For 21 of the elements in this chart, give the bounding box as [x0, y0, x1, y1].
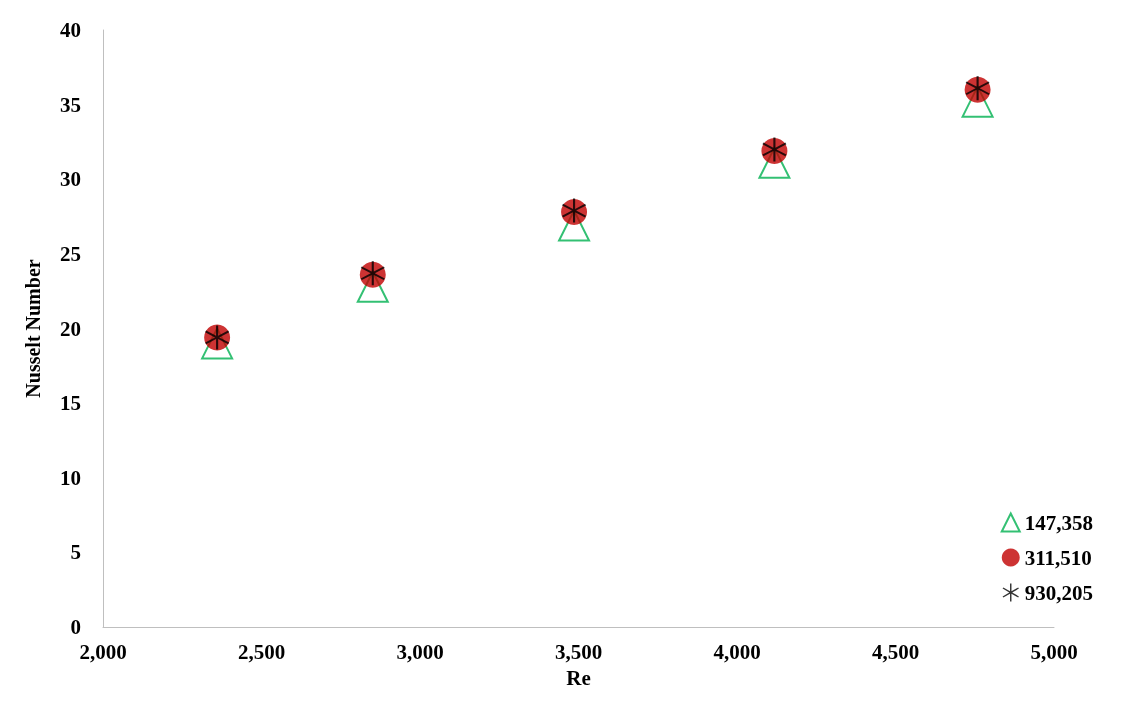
y-tick-label: 40: [60, 18, 81, 42]
y-axis-title: Nusselt Number: [22, 259, 44, 398]
x-tick-label: 4,000: [713, 639, 761, 664]
y-tick-label: 30: [60, 167, 81, 192]
y-tick-label: 35: [60, 92, 81, 117]
legend-label: 311,510: [1024, 545, 1092, 570]
x-tick-label: 2,000: [79, 639, 127, 664]
y-tick-label: 20: [60, 316, 81, 341]
x-tick-label: 4,500: [871, 639, 920, 664]
legend-label: 930,205: [1024, 580, 1093, 605]
y-tick-label: 25: [60, 241, 81, 266]
x-tick-label: 3,500: [554, 639, 603, 664]
y-tick-label: 15: [60, 391, 81, 416]
x-tick-label: 2,500: [237, 639, 286, 664]
y-tick-label: 0: [70, 615, 81, 639]
x-axis-title: Re: [566, 665, 591, 690]
x-tick-label: 5,000: [1030, 639, 1078, 664]
y-tick-label: 5: [70, 540, 81, 565]
y-tick-label: 10: [60, 465, 81, 490]
x-tick-label: 3,000: [396, 639, 444, 664]
legend-label: 147,358: [1024, 510, 1093, 535]
